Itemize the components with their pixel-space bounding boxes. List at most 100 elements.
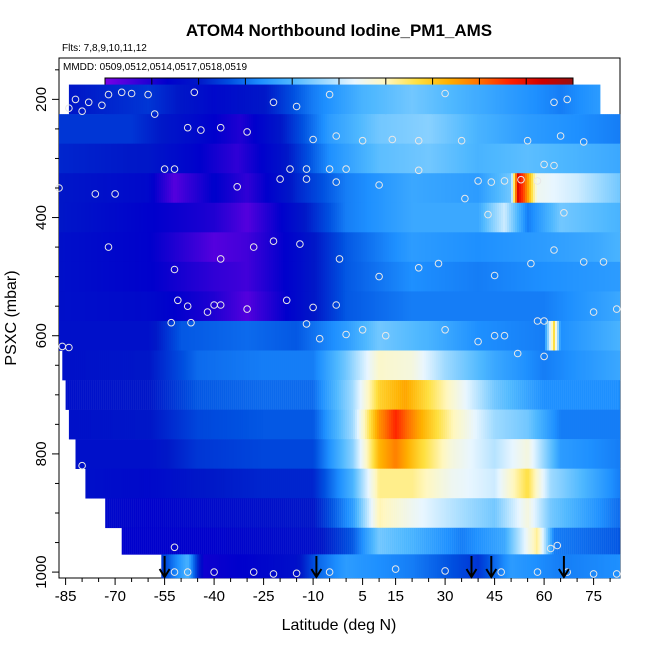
heatmap-cell bbox=[618, 409, 621, 440]
heatmap-cell bbox=[585, 498, 588, 529]
heatmap-cell bbox=[123, 202, 126, 233]
heatmap-cell bbox=[217, 143, 220, 174]
heatmap-cell bbox=[151, 114, 154, 144]
heatmap-cell bbox=[283, 320, 286, 351]
heatmap-cell bbox=[267, 468, 270, 499]
heatmap-cell bbox=[138, 409, 142, 440]
heatmap-cell bbox=[555, 439, 558, 469]
heatmap-cell bbox=[337, 380, 340, 410]
heatmap-cell bbox=[99, 380, 102, 410]
heatmap-cell bbox=[439, 498, 442, 529]
heatmap-cell bbox=[157, 202, 160, 233]
heatmap-cell bbox=[273, 380, 276, 410]
heatmap-cell bbox=[212, 84, 216, 115]
heatmap-cell bbox=[451, 143, 454, 174]
heatmap-cell bbox=[416, 350, 419, 381]
heatmap-cell bbox=[609, 468, 612, 499]
heatmap-cell bbox=[403, 320, 406, 351]
heatmap-cell bbox=[263, 291, 266, 322]
heatmap-cell bbox=[301, 468, 304, 499]
heatmap-cell bbox=[61, 143, 64, 174]
heatmap-cell bbox=[463, 202, 466, 233]
heatmap-cell bbox=[129, 114, 132, 144]
heatmap-cell bbox=[279, 114, 282, 144]
heatmap-cell bbox=[615, 202, 618, 233]
heatmap-cell bbox=[581, 320, 584, 351]
heatmap-cell bbox=[195, 173, 198, 204]
heatmap-cell bbox=[451, 554, 454, 579]
heatmap-cell bbox=[359, 114, 362, 144]
heatmap-cell bbox=[440, 84, 444, 115]
heatmap-cell bbox=[447, 114, 450, 144]
heatmap-cell bbox=[613, 439, 616, 469]
heatmap-cell bbox=[311, 527, 314, 555]
heatmap-cell bbox=[321, 202, 324, 233]
heatmap-cell bbox=[407, 173, 410, 204]
heatmap-cell bbox=[593, 527, 596, 555]
heatmap-cell bbox=[421, 261, 424, 292]
heatmap-cell bbox=[193, 291, 196, 322]
heatmap-cell bbox=[109, 114, 112, 144]
heatmap-cell bbox=[590, 84, 594, 115]
heatmap-cell bbox=[79, 143, 82, 174]
heatmap-cell bbox=[615, 554, 618, 579]
heatmap-cell bbox=[155, 173, 158, 204]
heatmap-cell bbox=[497, 202, 500, 233]
heatmap-cell bbox=[91, 468, 94, 499]
heatmap-cell bbox=[605, 468, 608, 499]
heatmap-cell bbox=[75, 114, 78, 144]
heatmap-cell bbox=[303, 554, 306, 579]
heatmap-cell bbox=[437, 527, 440, 555]
heatmap-cell bbox=[369, 202, 372, 233]
heatmap-cell bbox=[413, 143, 416, 174]
heatmap-cell bbox=[610, 350, 613, 381]
heatmap-cell bbox=[325, 439, 328, 469]
heatmap-cell bbox=[195, 320, 198, 351]
heatmap-cell bbox=[575, 554, 578, 579]
heatmap-cell bbox=[609, 114, 612, 144]
heatmap-cell bbox=[387, 320, 390, 351]
heatmap-cell bbox=[483, 261, 486, 292]
heatmap-cell bbox=[397, 498, 400, 529]
heatmap-cell bbox=[134, 84, 138, 115]
heatmap-cell bbox=[164, 409, 168, 440]
heatmap-cell bbox=[344, 409, 348, 440]
heatmap-cell bbox=[249, 320, 252, 351]
heatmap-cell bbox=[205, 173, 208, 204]
heatmap-cell bbox=[195, 439, 198, 469]
heatmap-cell bbox=[219, 527, 222, 555]
heatmap-cell bbox=[495, 232, 498, 263]
heatmap-cell bbox=[177, 232, 180, 263]
heatmap-cell bbox=[453, 468, 456, 499]
heatmap-cell bbox=[171, 143, 174, 174]
heatmap-cell bbox=[284, 350, 287, 381]
heatmap-cell bbox=[157, 320, 160, 351]
heatmap-cell bbox=[343, 114, 346, 144]
heatmap-cell bbox=[557, 468, 560, 499]
heatmap-cell bbox=[407, 261, 410, 292]
heatmap-cell bbox=[321, 498, 324, 529]
heatmap-cell bbox=[371, 468, 374, 499]
heatmap-cell bbox=[539, 232, 542, 263]
heatmap-cell bbox=[457, 202, 460, 233]
heatmap-cell bbox=[115, 439, 118, 469]
sample-marker bbox=[461, 194, 469, 203]
heatmap-cell bbox=[500, 409, 504, 440]
heatmap-cell bbox=[289, 173, 292, 204]
heatmap-cell bbox=[463, 232, 466, 263]
heatmap-cell bbox=[547, 202, 550, 233]
heatmap-cell bbox=[347, 143, 350, 174]
heatmap-cell bbox=[447, 380, 450, 410]
heatmap-cell bbox=[358, 409, 362, 440]
heatmap-cell bbox=[375, 439, 378, 469]
heatmap-cell bbox=[425, 320, 428, 351]
heatmap-cell bbox=[413, 202, 416, 233]
heatmap-cell bbox=[453, 527, 456, 555]
heatmap-cell bbox=[401, 202, 404, 233]
heatmap-cell bbox=[204, 350, 207, 381]
heatmap-cell bbox=[85, 380, 88, 410]
heatmap-cell bbox=[90, 84, 94, 115]
heatmap-cell bbox=[460, 350, 463, 381]
heatmap-cell bbox=[431, 554, 434, 579]
heatmap-cell bbox=[287, 143, 290, 174]
